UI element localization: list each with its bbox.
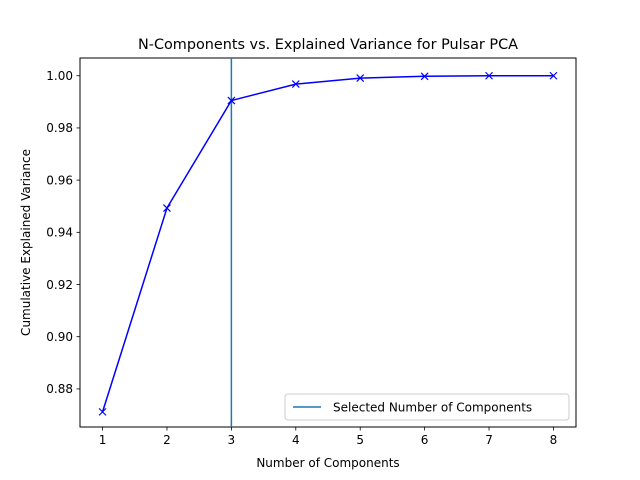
y-axis: 0.88 0.90 0.92 0.94 0.96 0.98 1.00	[46, 69, 80, 396]
plot-layer	[98, 58, 558, 427]
legend: Selected Number of Components	[284, 393, 570, 421]
x-tick-label: 1	[99, 433, 107, 447]
data-point	[549, 71, 558, 80]
x-tick-label: 2	[163, 433, 171, 447]
y-tick-label: 0.98	[46, 121, 73, 135]
data-point	[163, 204, 171, 212]
x-axis: 1 2 3 4 5 6 7 8	[99, 427, 558, 447]
data-point	[485, 71, 493, 80]
legend-box	[284, 393, 570, 421]
y-axis-label: Cumulative Explained Variance	[19, 149, 33, 336]
y-tick-label: 0.90	[46, 330, 73, 344]
data-point	[420, 72, 429, 81]
x-tick-label: 6	[421, 433, 429, 447]
data-point	[98, 407, 107, 416]
chart-title: N-Components vs. Explained Variance for …	[138, 37, 518, 53]
x-tick-label: 7	[485, 433, 493, 447]
legend-label-selected-components: Selected Number of Components	[333, 401, 532, 415]
y-tick-label: 0.96	[46, 173, 73, 187]
x-tick-label: 8	[550, 433, 558, 447]
data-point	[356, 74, 365, 83]
y-tick-label: 1.00	[46, 69, 73, 83]
variance-series-line	[101, 75, 554, 413]
data-point	[227, 96, 236, 105]
y-tick-label: 0.92	[46, 278, 73, 292]
x-tick-label: 5	[356, 433, 364, 447]
y-tick-label: 0.88	[46, 382, 73, 396]
plot-area	[79, 57, 577, 428]
data-point	[291, 80, 300, 89]
x-tick-label: 3	[228, 433, 236, 447]
x-axis-label: Number of Components	[256, 456, 399, 470]
y-tick-label: 0.94	[46, 226, 73, 240]
x-tick-label: 4	[292, 433, 300, 447]
